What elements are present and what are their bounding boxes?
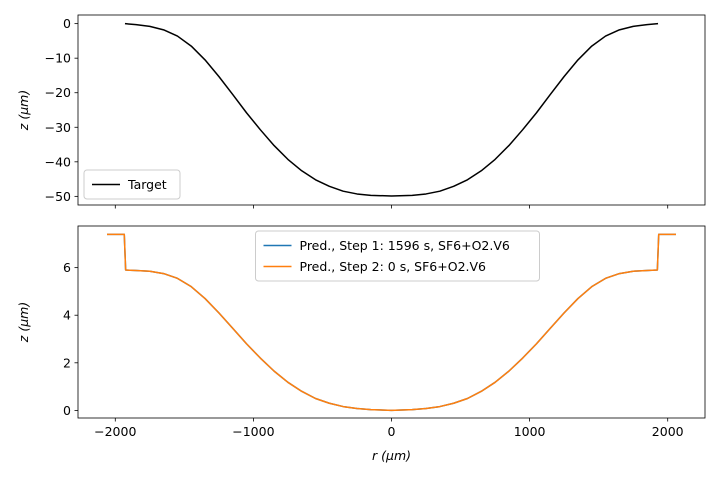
legend-box <box>83 169 181 200</box>
y-tick-label: −40 <box>45 154 71 169</box>
x-tick-label: 0 <box>388 424 396 439</box>
y-tick-label: −50 <box>45 189 71 204</box>
y-tick-label: 6 <box>63 260 71 275</box>
legend-label-1: Pred., Step 2: 0 s, SF6+O2.V6 <box>300 259 487 274</box>
legend: Target <box>83 169 181 200</box>
legend-label-0: Target <box>127 177 167 192</box>
x-tick-label: −1000 <box>232 424 274 439</box>
x-tick-label: 1000 <box>514 424 546 439</box>
y-axis-label: z (μm) <box>16 302 31 343</box>
y-tick-label: 2 <box>63 355 71 370</box>
y-axis-label: z (μm) <box>16 90 31 131</box>
legend: Pred., Step 1: 1596 s, SF6+O2.V6 Pred., S… <box>255 230 540 282</box>
y-tick-label: −30 <box>45 120 71 135</box>
x-tick-label: 2000 <box>652 424 684 439</box>
series-line-0 <box>124 22 659 197</box>
bottom-panel: 0 2 4 6 −2000 −1000 0 1000 2000 z (μm) r (μm) Pred.… <box>16 225 706 463</box>
y-tick-label: −20 <box>45 85 71 100</box>
x-axis-label: r (μm) <box>372 448 411 463</box>
y-tick-label: 0 <box>63 403 71 418</box>
y-tick-label: −10 <box>45 51 71 66</box>
legend-label-0: Pred., Step 1: 1596 s, SF6+O2.V6 <box>300 238 510 253</box>
y-tick-label: 4 <box>63 308 71 323</box>
series-line-1 <box>107 233 676 412</box>
x-tick-label: −2000 <box>94 424 136 439</box>
top-panel: 0 −10 −20 −30 −40 −50 z (μm) Target <box>16 14 706 209</box>
legend-box <box>255 230 540 282</box>
y-tick-label: 0 <box>63 16 71 31</box>
